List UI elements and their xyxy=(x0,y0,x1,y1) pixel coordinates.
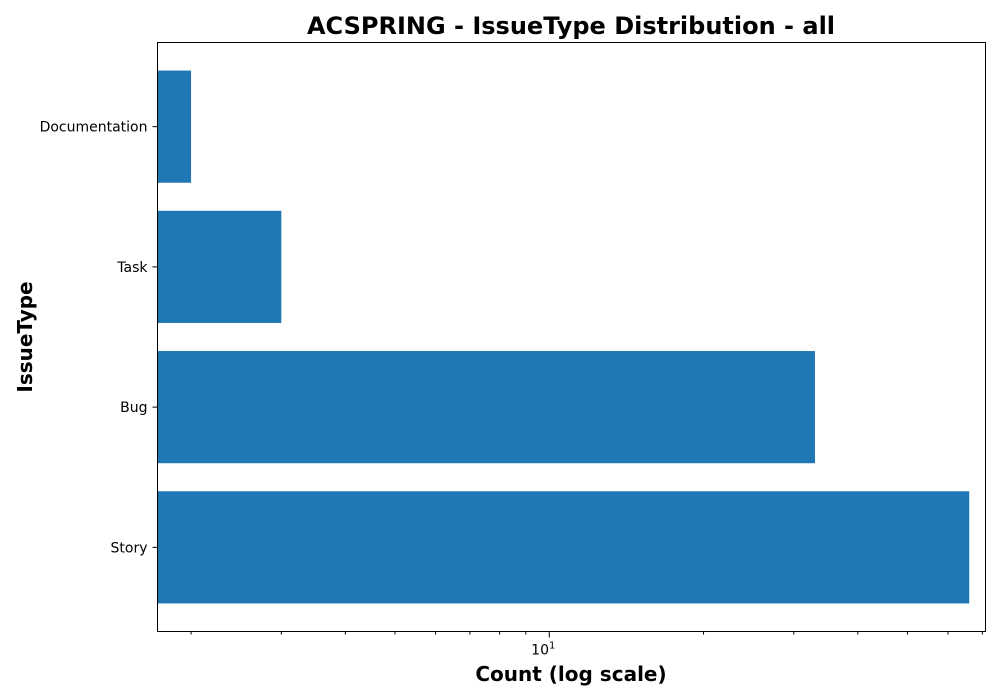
x-major-tick-label: 101 xyxy=(531,641,555,659)
y-tick-label-bug: Bug xyxy=(120,400,147,416)
x-axis-label: Count (log scale) xyxy=(475,662,666,686)
bar-bug xyxy=(157,351,815,464)
chart-title: ACSPRING - IssueType Distribution - all xyxy=(307,12,835,40)
bar-task xyxy=(157,210,282,323)
y-tick-label-story: Story xyxy=(111,540,148,556)
plot-frame xyxy=(157,42,986,632)
y-tick-label-documentation: Documentation xyxy=(40,120,148,136)
y-axis-label: IssueType xyxy=(13,281,37,392)
bar-documentation xyxy=(157,70,192,183)
y-axis-ticks: Documentation Task Bug Story xyxy=(40,120,158,556)
bar-story xyxy=(157,491,970,604)
x-axis-ticks: 101 xyxy=(190,631,983,659)
bars-group xyxy=(157,70,970,604)
y-tick-label-task: Task xyxy=(116,260,148,276)
